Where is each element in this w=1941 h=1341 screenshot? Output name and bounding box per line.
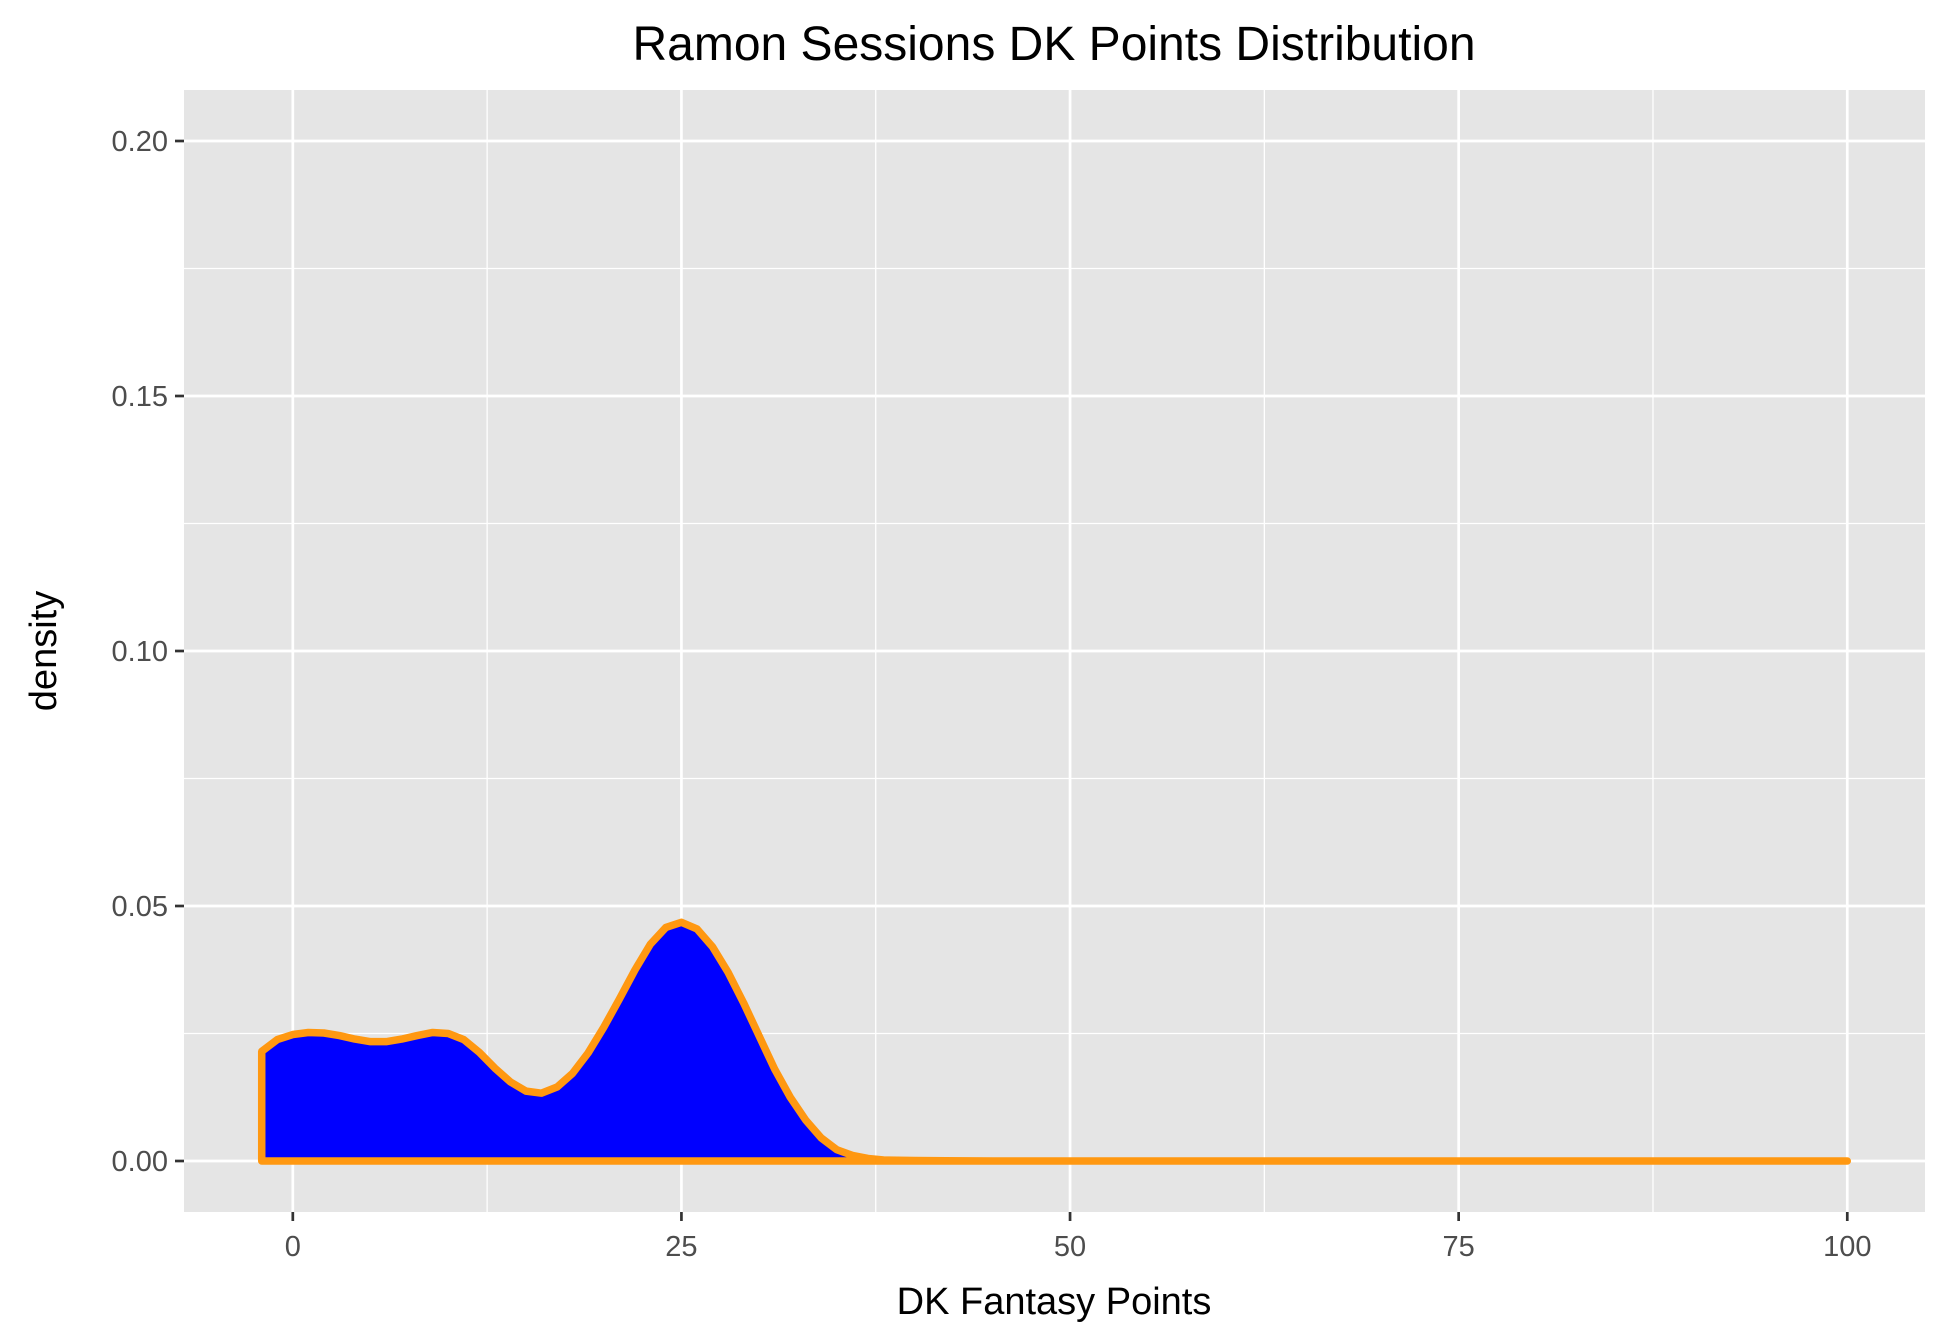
x-axis-title: DK Fantasy Points — [897, 1281, 1212, 1323]
x-tick-label: 50 — [1054, 1231, 1086, 1263]
density-series — [257, 918, 1852, 1165]
y-tick-label: 0.05 — [112, 891, 168, 923]
y-axis-title: density — [23, 591, 65, 711]
y-axis: 0.00 0.05 0.10 0.15 0.20 — [112, 126, 184, 1178]
x-axis: 0 25 50 75 100 — [285, 1212, 1871, 1263]
y-tick-label: 0.10 — [112, 636, 168, 668]
chart-title: Ramon Sessions DK Points Distribution — [632, 18, 1475, 71]
x-tick-label: 100 — [1823, 1231, 1871, 1263]
y-tick-label: 0.20 — [112, 126, 168, 158]
x-tick-label: 25 — [665, 1231, 697, 1263]
y-tick-label: 0.15 — [112, 381, 168, 413]
y-tick-label: 0.00 — [112, 1146, 168, 1178]
x-tick-label: 0 — [285, 1231, 301, 1263]
x-tick-label: 75 — [1443, 1231, 1475, 1263]
density-area — [257, 918, 1852, 1165]
